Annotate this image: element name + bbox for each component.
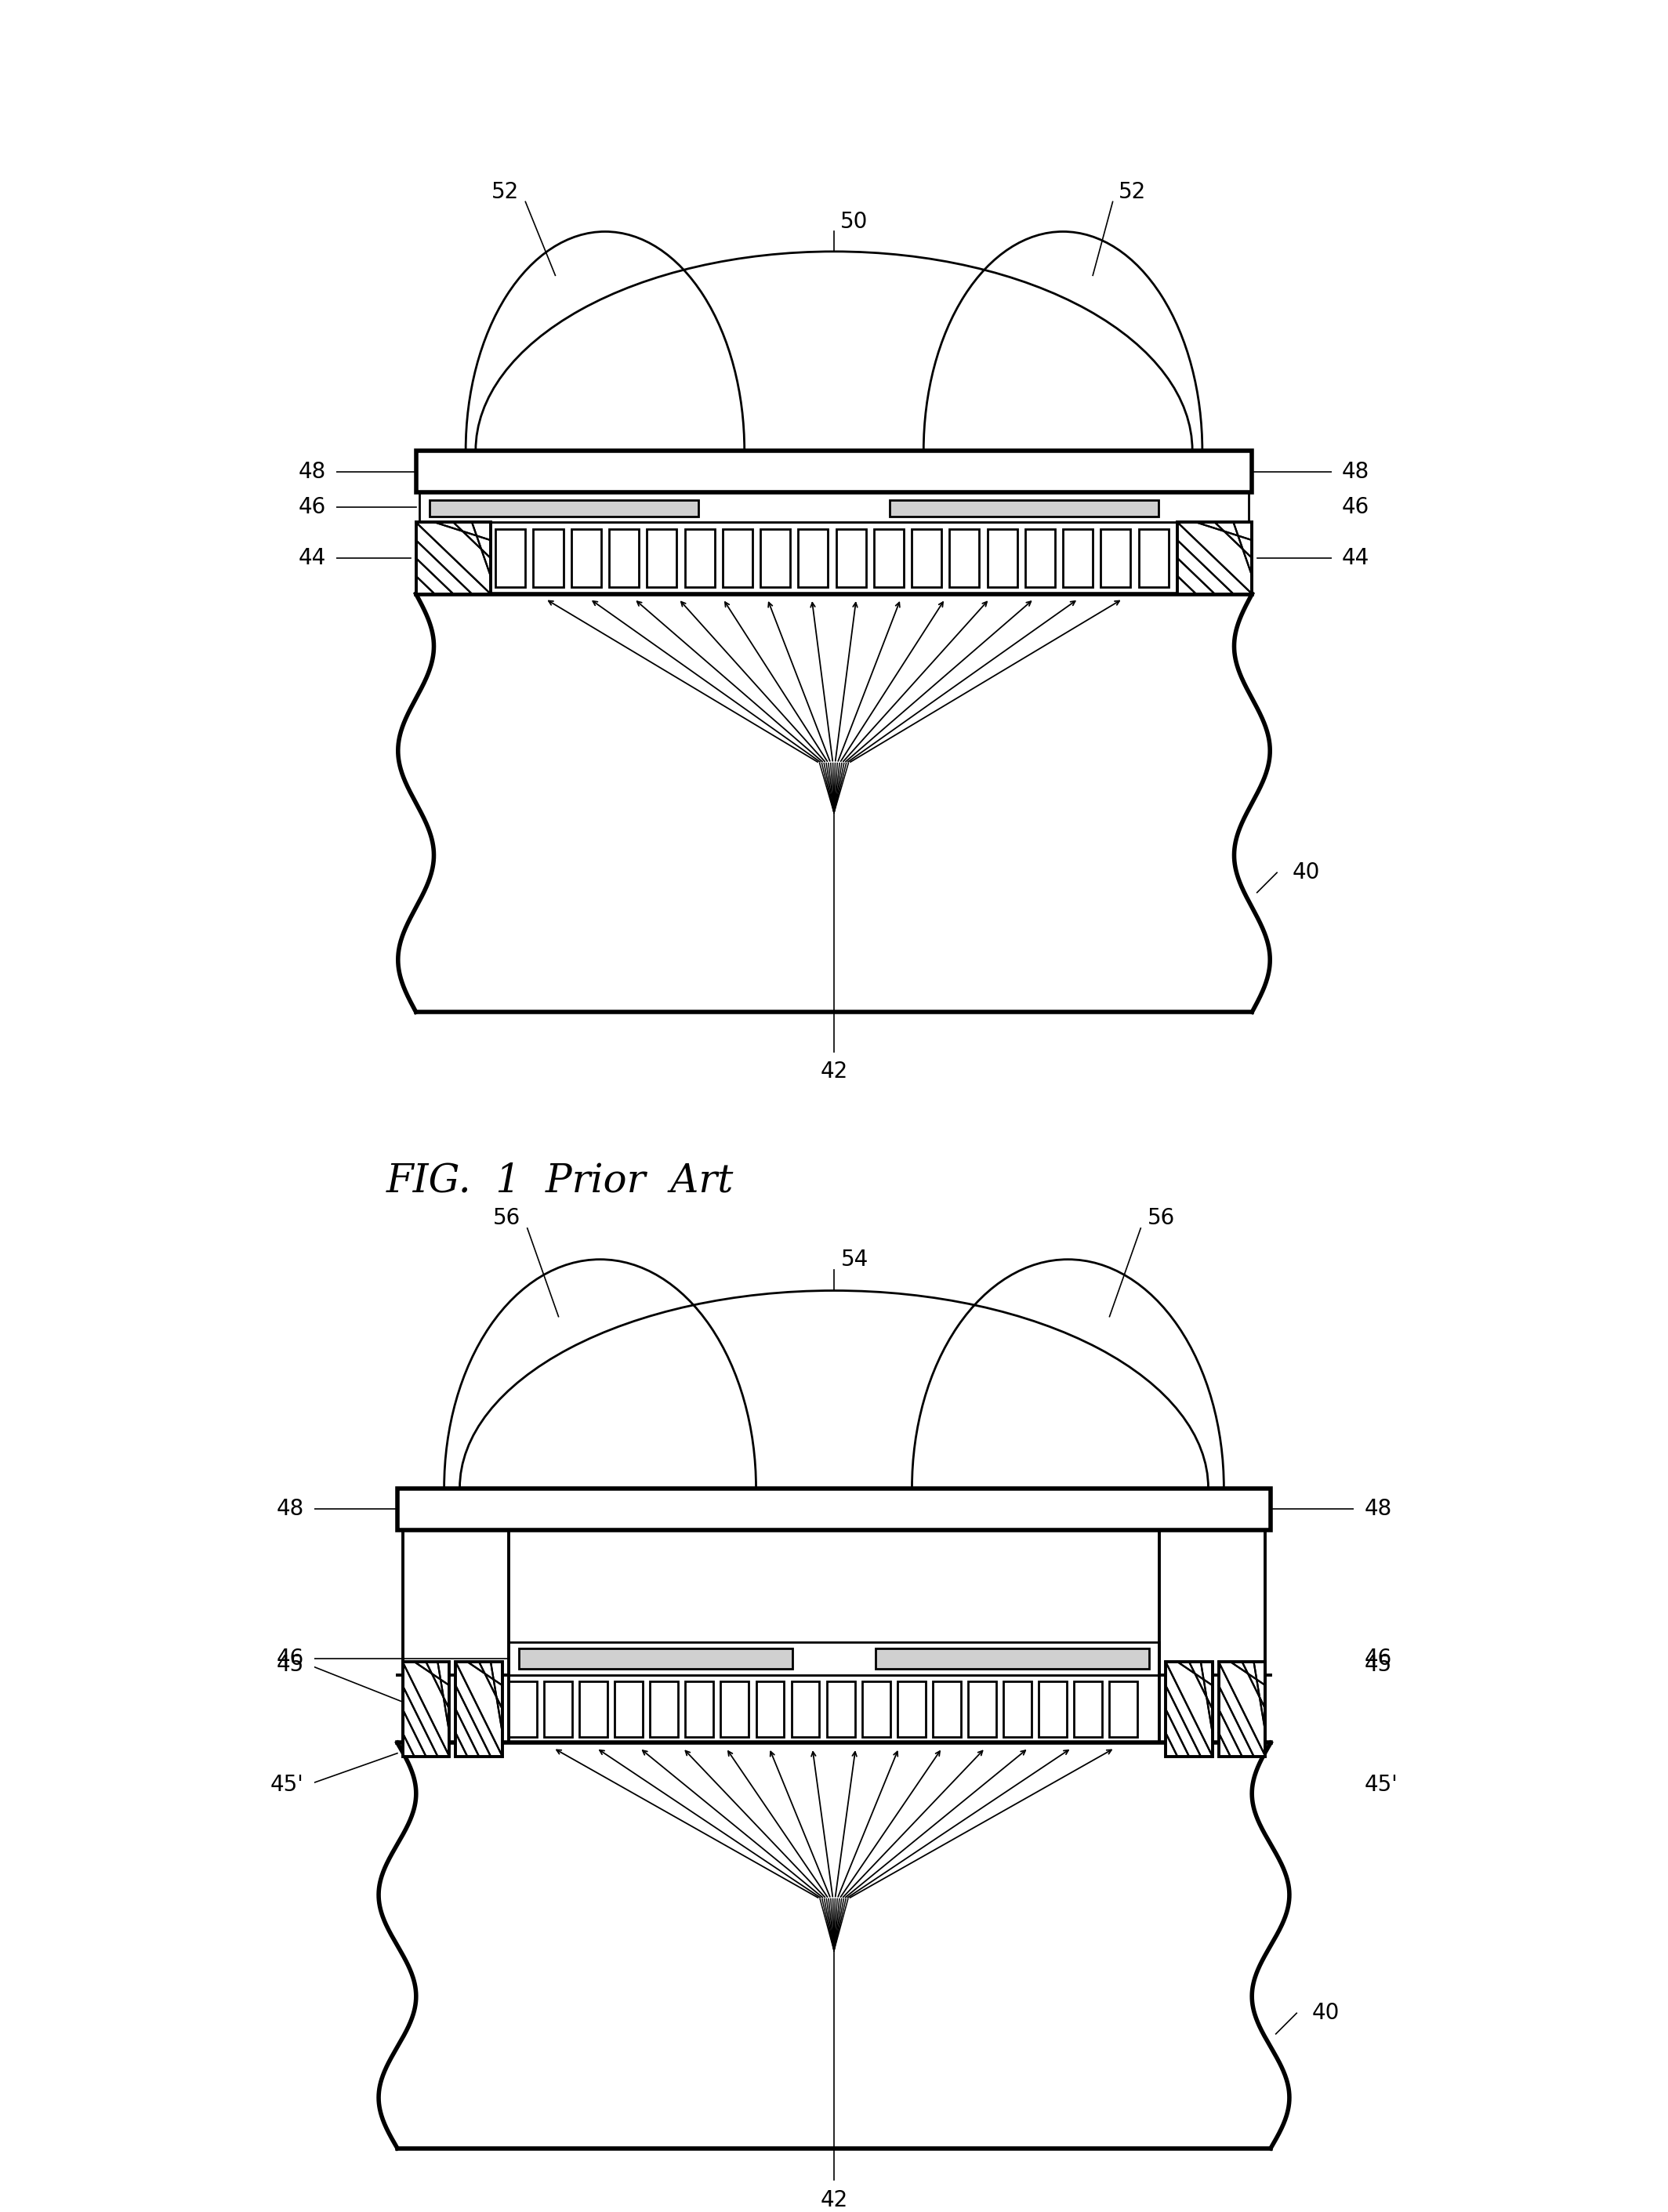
Bar: [534, 529, 564, 588]
Text: 52: 52: [492, 181, 519, 204]
Text: 54: 54: [841, 1248, 869, 1270]
Bar: [967, 1681, 996, 1736]
Bar: [430, 500, 699, 515]
Bar: [862, 1681, 891, 1736]
Bar: [912, 529, 941, 588]
Text: 45: 45: [277, 1655, 304, 1677]
Bar: [1166, 1661, 1213, 1756]
Text: 56: 56: [492, 1208, 520, 1230]
Bar: [647, 529, 677, 588]
Text: 42: 42: [821, 1062, 847, 1082]
Bar: [495, 529, 525, 588]
Bar: [1074, 1681, 1103, 1736]
Bar: [651, 1681, 679, 1736]
Text: 40: 40: [1293, 863, 1319, 883]
Bar: [949, 529, 979, 588]
Bar: [570, 529, 600, 588]
Text: 40: 40: [1313, 2002, 1339, 2024]
Text: 46: 46: [1364, 1648, 1391, 1670]
Bar: [415, 593, 1253, 1013]
Bar: [874, 529, 904, 588]
Text: 45': 45': [270, 1774, 304, 1796]
Text: 50: 50: [841, 210, 867, 232]
Bar: [1026, 529, 1054, 588]
Bar: [876, 1648, 1149, 1668]
Bar: [987, 529, 1017, 588]
Bar: [932, 1681, 961, 1736]
Bar: [1004, 1681, 1031, 1736]
Text: 48: 48: [1364, 1498, 1391, 1520]
Bar: [509, 1641, 1159, 1674]
Text: 46: 46: [277, 1648, 304, 1670]
Bar: [519, 1648, 792, 1668]
Bar: [415, 522, 490, 593]
Bar: [1101, 529, 1131, 588]
Bar: [415, 451, 1253, 493]
Text: 44: 44: [299, 546, 327, 568]
Bar: [1039, 1681, 1068, 1736]
Bar: [509, 1681, 537, 1736]
Bar: [722, 529, 752, 588]
Bar: [397, 1743, 1271, 2148]
Bar: [891, 500, 1159, 515]
Bar: [455, 1661, 502, 1756]
Bar: [686, 1681, 714, 1736]
Bar: [402, 1661, 449, 1756]
Text: 46: 46: [1341, 495, 1369, 518]
Bar: [1109, 1681, 1138, 1736]
Text: 46: 46: [299, 495, 327, 518]
Bar: [756, 1681, 784, 1736]
Bar: [1139, 529, 1169, 588]
Text: 48: 48: [299, 460, 327, 482]
Text: 48: 48: [1341, 460, 1369, 482]
Text: 44: 44: [1341, 546, 1369, 568]
Bar: [836, 529, 866, 588]
Bar: [799, 529, 827, 588]
Bar: [1178, 522, 1253, 593]
Bar: [614, 1681, 642, 1736]
Bar: [761, 529, 791, 588]
Text: FIG.  1  Prior  Art: FIG. 1 Prior Art: [385, 1161, 734, 1201]
Bar: [1219, 1661, 1266, 1756]
Bar: [721, 1681, 749, 1736]
Bar: [791, 1681, 819, 1736]
Text: 42: 42: [821, 2190, 847, 2212]
Text: 45: 45: [1364, 1655, 1391, 1677]
Text: 48: 48: [277, 1498, 304, 1520]
Bar: [897, 1681, 926, 1736]
Bar: [684, 529, 714, 588]
Bar: [1063, 529, 1093, 588]
Text: 52: 52: [1119, 181, 1146, 204]
Bar: [420, 493, 1248, 522]
Bar: [397, 1489, 1271, 1531]
Text: 56: 56: [1148, 1208, 1176, 1230]
Text: 45': 45': [1364, 1774, 1398, 1796]
Bar: [827, 1681, 854, 1736]
Bar: [579, 1681, 607, 1736]
Bar: [609, 529, 639, 588]
Bar: [544, 1681, 572, 1736]
